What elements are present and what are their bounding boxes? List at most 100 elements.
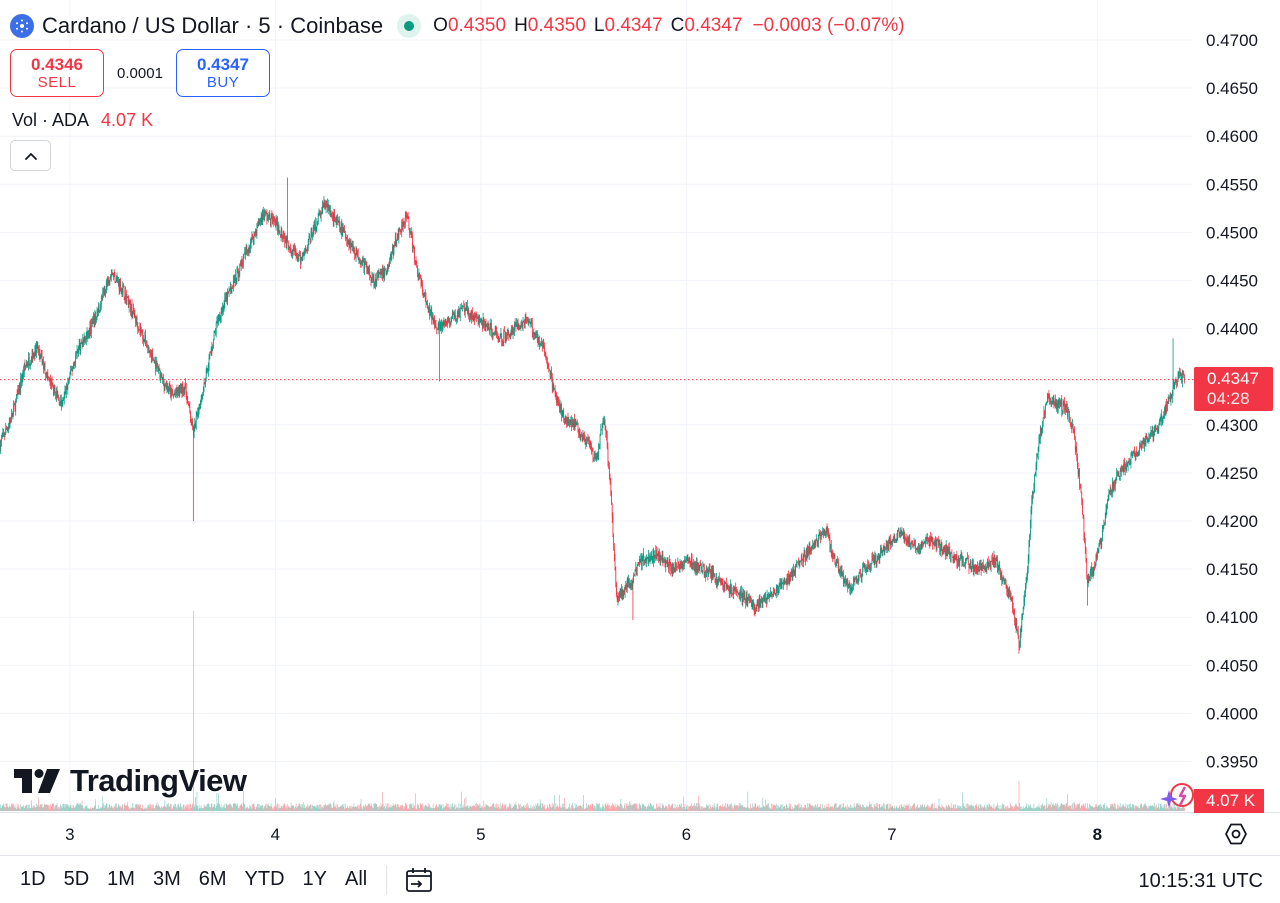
candle-body — [310, 239, 311, 241]
candle-body — [1079, 486, 1081, 488]
volume-bar — [432, 803, 434, 811]
volume-bar — [327, 805, 329, 811]
volume-bar — [275, 798, 276, 811]
candle-body — [433, 317, 435, 324]
volume-bar — [582, 804, 584, 811]
candle-body — [534, 332, 535, 335]
volume-bar — [469, 806, 470, 811]
volume-bar — [970, 805, 972, 811]
volume-bar — [48, 805, 49, 811]
volume-bar — [311, 808, 313, 811]
candle-body — [464, 309, 466, 313]
volume-bar — [571, 805, 572, 811]
candle-body — [1162, 415, 1164, 420]
volume-bar — [1054, 805, 1055, 811]
volume-bar — [619, 803, 621, 811]
candle-body — [232, 288, 233, 289]
candle-body — [1020, 634, 1021, 648]
volume-bar — [539, 799, 541, 811]
volume-bar — [223, 807, 225, 811]
volume-bar — [370, 803, 372, 811]
volume-bar — [661, 808, 662, 811]
candle-body — [829, 537, 831, 550]
volume-bar — [274, 806, 276, 811]
candle-body — [51, 380, 53, 384]
y-tick-label: 0.4100 — [1206, 608, 1258, 627]
candle-body — [1087, 576, 1089, 583]
volume-bar — [764, 806, 766, 811]
volume-bar — [932, 808, 934, 811]
candle-body — [244, 252, 246, 255]
candle-body — [1037, 447, 1039, 456]
volume-bar — [1047, 807, 1048, 811]
candle-body — [260, 217, 262, 220]
volume-bar — [569, 803, 570, 811]
volume-bar — [907, 805, 909, 811]
volume-bar — [897, 808, 898, 811]
volume-bar — [464, 798, 465, 811]
volume-bar — [1127, 803, 1129, 811]
candle-body — [1120, 469, 1122, 472]
candle-body — [222, 306, 224, 310]
volume-bar — [253, 803, 255, 811]
volume-bar — [83, 807, 85, 811]
candle-body — [929, 535, 931, 547]
candle-body — [863, 565, 865, 567]
volume-bar — [769, 807, 771, 811]
candle-body — [269, 212, 271, 220]
candle-body — [158, 368, 159, 371]
candle-body — [572, 422, 574, 427]
candle-body — [462, 306, 463, 308]
candle-body — [115, 279, 117, 282]
volume-bar — [225, 803, 227, 811]
candle-body — [1112, 482, 1114, 488]
volume-bar — [222, 805, 224, 811]
volume-bar — [1065, 803, 1067, 811]
candle-body — [169, 386, 171, 389]
volume-bar — [836, 807, 838, 811]
volume-bar — [128, 808, 130, 811]
volume-bar — [1006, 808, 1008, 811]
candle-body — [1078, 469, 1080, 474]
volume-bar — [579, 804, 581, 811]
volume-bar — [1148, 805, 1150, 811]
volume-bar — [510, 803, 512, 811]
volume-bar — [157, 805, 159, 811]
volume-bar — [860, 806, 862, 811]
volume-bar — [550, 806, 552, 811]
volume-bar — [224, 804, 226, 811]
volume-bar — [124, 803, 126, 811]
volume-bar — [713, 807, 714, 811]
candle-body — [748, 597, 749, 599]
candle-body — [1126, 462, 1128, 469]
volume-bar — [866, 805, 868, 811]
volume-bar — [600, 806, 602, 811]
candle-body — [1047, 394, 1048, 403]
candle-body — [667, 560, 669, 563]
volume-bar — [220, 804, 222, 811]
candle-body — [225, 297, 226, 300]
candle-body — [790, 574, 791, 577]
volume-bar — [1146, 806, 1148, 811]
volume-bar — [765, 804, 767, 811]
volume-bar — [278, 803, 280, 811]
volume-bar — [63, 804, 65, 811]
candle-body — [511, 325, 513, 334]
volume-bar — [902, 806, 904, 811]
candle-body — [880, 548, 882, 550]
volume-bar — [852, 807, 854, 811]
candle-body — [794, 570, 796, 573]
candle-body — [676, 567, 677, 569]
volume-bar — [988, 803, 990, 811]
volume-bar — [779, 807, 781, 811]
price-chart[interactable]: 0.47000.46500.46000.45500.45000.44500.44… — [0, 0, 1280, 855]
volume-bar — [380, 803, 382, 811]
candle-body — [1179, 372, 1181, 376]
candle-body — [752, 601, 754, 605]
candle-body — [307, 241, 309, 246]
candle-body — [724, 583, 726, 590]
candle-body — [808, 549, 809, 556]
candle-body — [14, 404, 16, 411]
volume-bar — [663, 805, 664, 811]
candle-body — [514, 323, 515, 331]
